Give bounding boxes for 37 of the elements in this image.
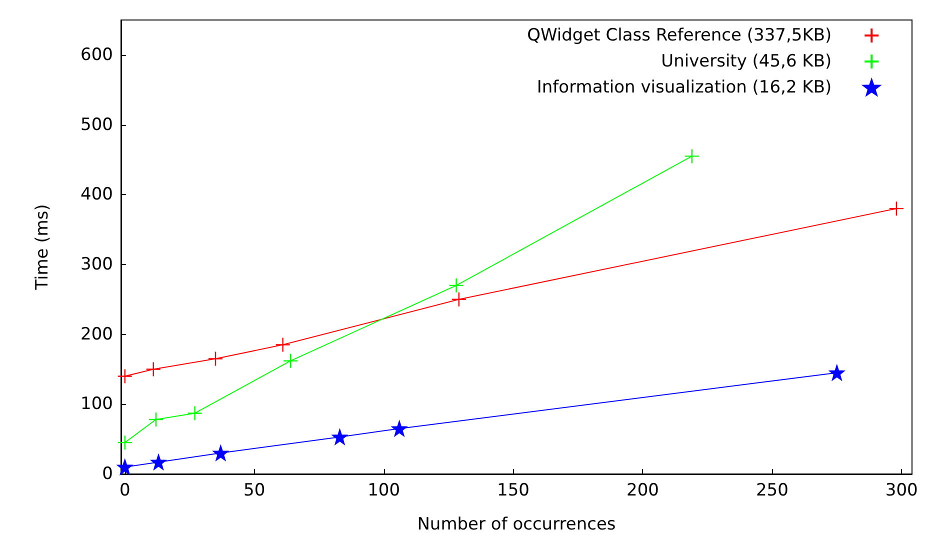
point (187, 406, 202, 421)
y-tick-label: 200 (80, 324, 113, 344)
point (392, 421, 407, 436)
y-tick-label: 400 (80, 184, 113, 205)
y-tick-label: 500 (80, 114, 113, 135)
y-tick-label: 300 (80, 254, 113, 274)
point (451, 292, 466, 307)
x-tick-label: 100 (368, 480, 400, 500)
x-tick-label: 0 (119, 480, 130, 500)
y-tick-label: 600 (80, 44, 113, 65)
x-tick-label: 200 (626, 480, 659, 500)
y-axis-title: Time (ms) (32, 204, 52, 291)
point (282, 353, 298, 368)
point (213, 445, 228, 461)
x-axis-title: Number of occurrences (417, 514, 616, 534)
point (275, 337, 290, 352)
legend-label: University (45,6 KB) (661, 52, 832, 72)
point (148, 412, 164, 428)
point (117, 368, 132, 384)
y-tick-label: 0 (102, 464, 113, 484)
point (829, 365, 845, 380)
point (332, 429, 348, 445)
legend-label: QWidget Class Reference (337,5KB) (527, 26, 832, 46)
point (146, 362, 161, 377)
x-tick-label: 250 (756, 480, 788, 500)
point (117, 434, 132, 450)
point (208, 351, 224, 366)
point (448, 278, 464, 294)
point (888, 200, 904, 216)
point (150, 454, 166, 470)
y-tick-label: 100 (80, 394, 113, 414)
point (117, 459, 132, 475)
legend-label: Information visualization (16,2 KB) (536, 78, 832, 98)
point (684, 148, 700, 164)
x-tick-label: 50 (244, 480, 266, 500)
x-tick-label: 300 (885, 480, 918, 500)
x-tick-label: 150 (497, 480, 530, 500)
